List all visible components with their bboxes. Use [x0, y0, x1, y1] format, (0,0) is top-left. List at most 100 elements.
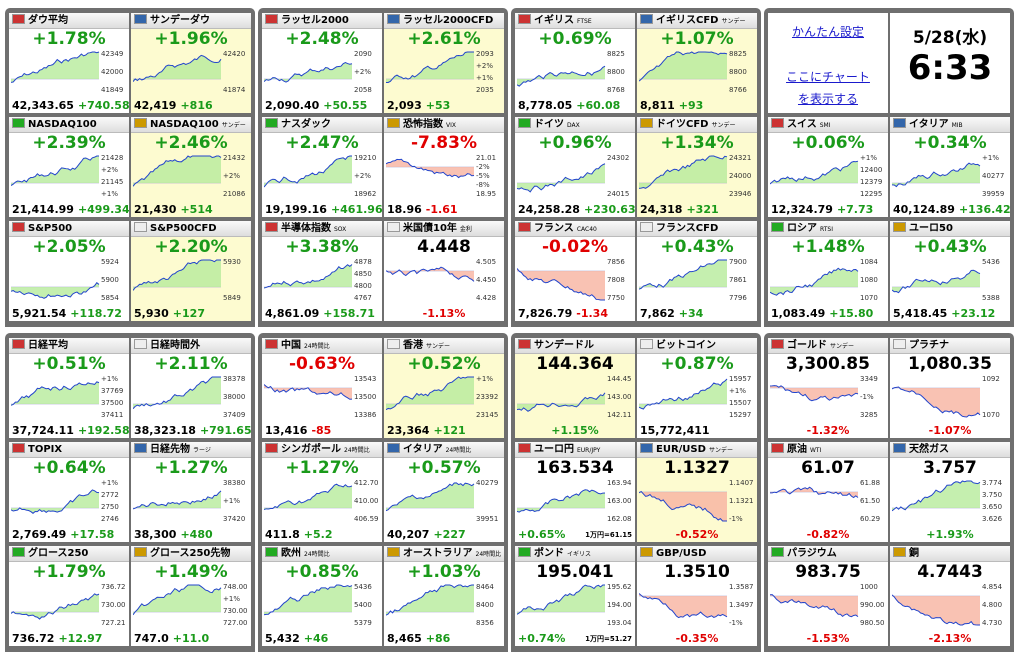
flag-icon [12, 339, 25, 349]
sparkline: 13543 13500 13386 [264, 375, 377, 419]
sparkline: 15957 +1% 15507 15297 [639, 375, 751, 419]
tile-header: 中国 24時間比 [262, 338, 382, 354]
tile-main: +0.85% [285, 562, 359, 582]
market-tile[interactable]: フランスCFD +0.43% 7900 7861 7796 7,862 +34 [637, 221, 757, 321]
price-line: 8,811 +93 [640, 99, 703, 112]
market-tile[interactable]: ビットコイン +0.87% 15957 +1% 15507 15297 15,772,411 [637, 338, 757, 438]
market-tile[interactable]: ポンド イギリス 195.041 195.62 194.00 193.04 +0.74% 1万… [515, 546, 635, 646]
market-tile[interactable]: ナスダック +2.47% 19210 +2% 18962 19,199.16 +461.96 [262, 117, 382, 217]
tile-name: グロース250 [28, 548, 89, 559]
axis-label: 727.21 [101, 619, 126, 627]
tile-name: ユーロ円 [534, 444, 574, 455]
market-tile[interactable]: ラッセル2000CFD +2.61% 2093 +2% +1% 2035 2,093 +53 [384, 13, 504, 113]
market-tile[interactable]: GBP/USD 1.3510 1.3587 1.3497 -1% -0.35% [637, 546, 757, 646]
market-tile[interactable]: オーストラリア 24時間比 +1.03% 8464 8400 8356 8,465 +86 [384, 546, 504, 646]
flag-icon [640, 443, 653, 453]
axis-label: 2746 [101, 515, 119, 523]
sparkline-line [386, 482, 475, 512]
flag-icon [12, 118, 25, 128]
sparkline: 40279 39951 [386, 479, 498, 523]
market-tile[interactable]: サンデーダウ +1.96% 42420 41874 42,419 +816 [131, 13, 251, 113]
market-tile[interactable]: ユーロ円 EUR/JPY 163.534 163.94 163.00 162.08 +0.6… [515, 442, 635, 542]
axis-label: 4.428 [476, 294, 496, 302]
tile-main: +2.46% [154, 133, 228, 153]
market-tile[interactable]: 中国 24時間比 -0.63% 13543 13500 13386 13,416 -85 [262, 338, 382, 438]
axis-label: 7796 [729, 294, 747, 302]
sparkline: 412.70 410.00 406.59 [264, 479, 379, 523]
market-tile[interactable]: 日経先物 ラージ +1.27% 38380 +1% 37420 38,300 +480 [131, 442, 251, 542]
settings-link[interactable]: かんたん設定 [791, 25, 864, 39]
tile-name: スイス [787, 119, 817, 130]
tile-main: 1.1327 [664, 458, 730, 478]
sparkline-line [264, 264, 353, 289]
sparkline-area [264, 384, 352, 400]
market-tile[interactable]: NASDAQ100 +2.39% 21428 +2% 21145 +1% 21,414.99… [9, 117, 129, 217]
sparkline-line [386, 584, 474, 616]
market-tile[interactable]: 欧州 24時間比 +0.85% 5436 5400 5379 5,432 +46 [262, 546, 382, 646]
sparkline-area [133, 377, 221, 409]
tile-name: 日経時間外 [150, 340, 200, 351]
sparkline-area [639, 52, 727, 82]
market-tile[interactable]: ラッセル2000 +2.48% 2090 +2% 2058 2,090.40 +50.55 [262, 13, 382, 113]
axis-label: +2% [476, 62, 493, 70]
tile-main: +1.07% [660, 29, 734, 49]
tile-name: 半導体指数 [281, 223, 331, 234]
flag-icon [12, 443, 25, 453]
market-tile[interactable]: プラチナ 1,080.35 1092 1070 -1.07% [890, 338, 1010, 438]
market-tile[interactable]: イタリア 24時間比 +0.57% 40279 39951 40,207 +227 [384, 442, 504, 542]
sparkline-line [11, 51, 100, 83]
market-tile[interactable]: NASDAQ100 サンデー +2.46% 21432 +2% 21086 21,430 +5… [131, 117, 251, 217]
flag-icon [893, 222, 906, 232]
market-tile[interactable]: シンガポール 24時間比 +1.27% 412.70 410.00 406.59 411.8… [262, 442, 382, 542]
market-tile[interactable]: ダウ平均 +1.78% 42349 42000 41849 42,343.65 +740.5… [9, 13, 129, 113]
market-tile[interactable]: グロース250 +1.79% 736.72 730.00 727.21 736.72 +12… [9, 546, 129, 646]
chart-link[interactable]: ここにチャートを表示する [786, 70, 870, 106]
market-tile[interactable]: 日経時間外 +2.11% 38378 38000 37409 38,323.18 +791.… [131, 338, 251, 438]
market-tile[interactable]: 米国債10年 金利 4.448 4.505 4.450 4.428 -1.13% [384, 221, 504, 321]
tile-name: ロシア [787, 223, 817, 234]
market-tile[interactable]: ユーロ50 +0.43% 5436 5388 5,418.45 +23.12 [890, 221, 1010, 321]
market-tile[interactable]: 原油 WTI 61.07 61.88 61.50 60.29 -0.82% [768, 442, 888, 542]
tile-name: EUR/USD [656, 444, 706, 455]
market-tile[interactable]: 日経平均 +0.51% +1% 37769 37500 37411 37,724.11 +19… [9, 338, 129, 438]
market-tile[interactable]: ロシア RTSI +1.48% 1084 1080 1070 1,083.49 +15.80 [768, 221, 888, 321]
market-tile[interactable]: S&P500 +2.05% 5924 5900 5854 5,921.54 +118.72 [9, 221, 129, 321]
market-tile[interactable]: 銅 4.7443 4.854 4.800 4.730 -2.13% [890, 546, 1010, 646]
market-tile[interactable]: イギリスCFD サンデー +1.07% 8825 8800 8766 8,811 +93 [637, 13, 757, 113]
price-line: 12,324.79 +7.73 [771, 203, 873, 216]
market-tile[interactable]: ドイツ DAX +0.96% 24302 24015 24,258.28 +230.63 [515, 117, 635, 217]
market-tile[interactable]: グロース250先物 +1.49% 748.00 +1% 730.00 727.00 747.… [131, 546, 251, 646]
market-tile[interactable]: 香港 サンデー +0.52% +1% 23392 23145 23,364 +121 [384, 338, 504, 438]
sparkline-line [892, 162, 981, 188]
market-tile[interactable]: 天然ガス 3.757 3.774 3.750 3.650 3.626 +1.93% [890, 442, 1010, 542]
axis-label: 1084 [860, 258, 878, 266]
sparkline-line [11, 489, 100, 514]
market-tile[interactable]: TOPIX +0.64% +1% 2772 2750 2746 2,769.49 +17.58 [9, 442, 129, 542]
market-tile[interactable]: イギリス FTSE +0.69% 8825 8800 8768 8,778.05 +60.08 [515, 13, 635, 113]
market-tile[interactable]: EUR/USD サンデー 1.1327 1.1407 1.1321 -1% -0.52% [637, 442, 757, 542]
market-tile[interactable]: パラジウム 983.75 1000 990.00 980.50 -1.53% [768, 546, 888, 646]
market-tile[interactable]: ドイツCFD サンデー +1.34% 24321 24000 23946 24,318 +32… [637, 117, 757, 217]
price-line: 7,826.79 -1.34 [518, 307, 608, 320]
price-diff: +499.34 [77, 203, 129, 216]
flag-icon [265, 339, 278, 349]
axis-label: 42349 [101, 50, 123, 58]
tile-sub: MIB [951, 122, 963, 129]
market-tile[interactable]: フランス CAC40 -0.02% 7856 7808 7750 7,826.79 -1.34 [515, 221, 635, 321]
tile-header: フランスCFD [637, 221, 757, 237]
market-tile[interactable]: サンデードル 144.364 144.45 143.00 142.11 +1.15% [515, 338, 635, 438]
price-line: 8,778.05 +60.08 [518, 99, 620, 112]
axis-label: 4800 [354, 282, 372, 290]
market-tile[interactable]: 半導体指数 SOX +3.38% 4878 4850 4800 4767 4,861.09 +1… [262, 221, 382, 321]
sparkline-line [639, 51, 728, 82]
market-tile[interactable]: S&P500CFD +2.20% 5930 5849 5,930 +127 [131, 221, 251, 321]
tile-main: 1,080.35 [908, 354, 992, 374]
market-tile[interactable]: イタリア MIB +0.34% +1% 40277 39959 40,124.89 +136.… [890, 117, 1010, 217]
sparkline: +1% 12400 12379 12295 [770, 154, 882, 198]
market-tile[interactable]: スイス SMI +0.06% +1% 12400 12379 12295 12,324.79 +… [768, 117, 888, 217]
sparkline-line [133, 584, 222, 616]
axis-label: 3.774 [982, 479, 1003, 487]
market-tile[interactable]: ゴールド サンデー 3,300.85 3349 -1% 3285 -1.32% [768, 338, 888, 438]
market-tile[interactable]: 恐怖指数 VIX -7.83% 21.01 -2% -5% -8% 18.95 18.96 -1.… [384, 117, 504, 217]
